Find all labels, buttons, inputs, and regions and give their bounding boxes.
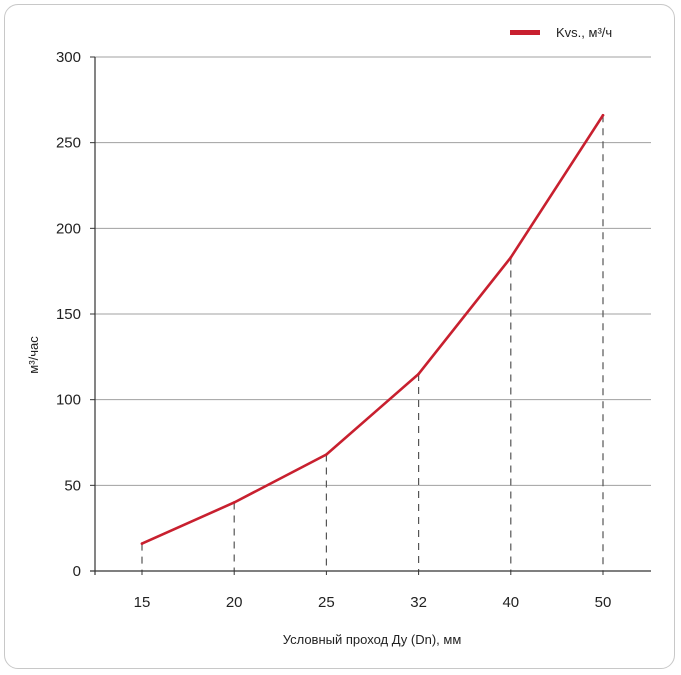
y-tick-labels: 0 50 100 150 200 250 300 xyxy=(56,49,81,580)
series-line-0 xyxy=(140,113,605,545)
grid-lines xyxy=(95,56,651,486)
data-point-20 xyxy=(232,501,236,504)
y-tick-label-150: 150 xyxy=(56,306,81,323)
x-tick-labels: 15 20 25 32 40 50 xyxy=(134,594,612,611)
y-tick-label-100: 100 xyxy=(56,392,81,409)
series-lines xyxy=(140,113,605,545)
x-tick-label-15: 15 xyxy=(134,594,151,611)
y-tick-label-50: 50 xyxy=(64,477,81,494)
chart-frame xyxy=(4,4,675,669)
data-point-25 xyxy=(325,453,328,456)
legend-label: Kvs., м³/ч xyxy=(556,25,612,40)
y-tick-label-200: 200 xyxy=(56,220,81,237)
axes xyxy=(90,56,651,575)
x-axis-title: Условный проход Ду (Dn), мм xyxy=(283,632,462,647)
y-tick-label-300: 300 xyxy=(56,49,81,66)
y-tick-label-250: 250 xyxy=(56,135,81,152)
x-tick-label-50: 50 xyxy=(595,594,612,611)
y-tick-label-0: 0 xyxy=(73,563,81,580)
data-point-50 xyxy=(601,113,605,117)
x-tick-label-40: 40 xyxy=(502,594,519,611)
legend: Kvs., м³/ч xyxy=(510,25,612,40)
data-point-40 xyxy=(509,256,513,259)
x-tick-label-32: 32 xyxy=(410,594,427,611)
y-axis-title: м³/час xyxy=(26,336,41,374)
data-point-15 xyxy=(140,542,144,545)
x-tick-label-20: 20 xyxy=(226,594,243,611)
data-point-32 xyxy=(417,372,420,376)
legend-swatch xyxy=(510,30,540,35)
drop-lines xyxy=(141,115,604,571)
x-tick-label-25: 25 xyxy=(318,594,335,611)
